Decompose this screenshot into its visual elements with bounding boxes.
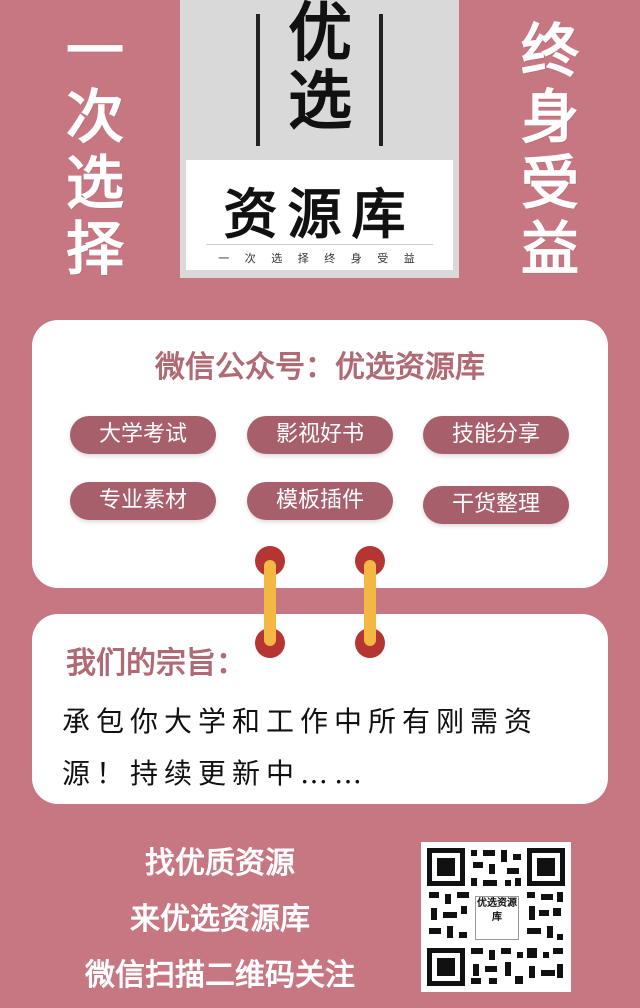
right-slogan-char: 身	[520, 83, 579, 151]
qr-code-pattern	[427, 848, 565, 986]
binder-clip-right	[364, 560, 376, 646]
wechat-account-title: 微信公众号：优选资源库	[155, 350, 485, 385]
tag-practical-notes: 干货整理	[423, 486, 569, 524]
qr-code[interactable]: 优选资源库	[421, 842, 571, 992]
cta-line-3: 微信扫描二维码关注	[85, 958, 355, 993]
logo-sub-panel: 资源库 一 次 选 择 终 身 受 益	[186, 160, 453, 270]
logo-divider	[206, 244, 433, 245]
mission-title: 我们的宗旨：	[66, 646, 246, 681]
right-slogan-char: 受	[520, 149, 579, 217]
right-slogan-char: 终	[520, 17, 579, 85]
tag-films-books: 影视好书	[247, 416, 393, 454]
logo-tagline: 一 次 选 择 终 身 受 益	[218, 252, 421, 265]
right-slogan: 终 身 受 益	[510, 18, 590, 282]
left-slogan-char: 一	[65, 17, 124, 85]
logo-left-rule	[256, 14, 260, 146]
cta-line-1: 找优质资源	[145, 846, 295, 881]
mission-text: 承包你大学和工作中所有刚需资源！持续更新中……	[62, 705, 539, 790]
tag-skill-sharing: 技能分享	[423, 416, 569, 454]
tag-templates-plugins: 模板插件	[247, 482, 393, 520]
right-slogan-char: 益	[520, 215, 579, 283]
logo-big-text: 优选	[288, 0, 352, 139]
left-slogan: 一 次 选 择	[55, 18, 135, 282]
tag-pro-materials: 专业素材	[70, 482, 216, 520]
wechat-account-card: 微信公众号：优选资源库 大学考试 影视好书 技能分享 专业素材 模板插件 干货整…	[32, 320, 608, 588]
tag-university-exams: 大学考试	[70, 416, 216, 454]
logo-right-rule	[379, 14, 383, 146]
brand-logo: 优选 资源库 一 次 选 择 终 身 受 益	[180, 0, 459, 278]
left-slogan-char: 择	[65, 215, 124, 283]
logo-sub-text: 资源库	[223, 182, 416, 246]
cta-line-2: 来优选资源库	[130, 902, 310, 937]
qr-center-logo: 优选资源库	[475, 896, 519, 940]
mission-card: 我们的宗旨： 承包你大学和工作中所有刚需资源！持续更新中……	[32, 614, 608, 804]
left-slogan-char: 选	[65, 149, 124, 217]
binder-clip-left	[264, 560, 276, 646]
left-slogan-char: 次	[65, 83, 124, 151]
